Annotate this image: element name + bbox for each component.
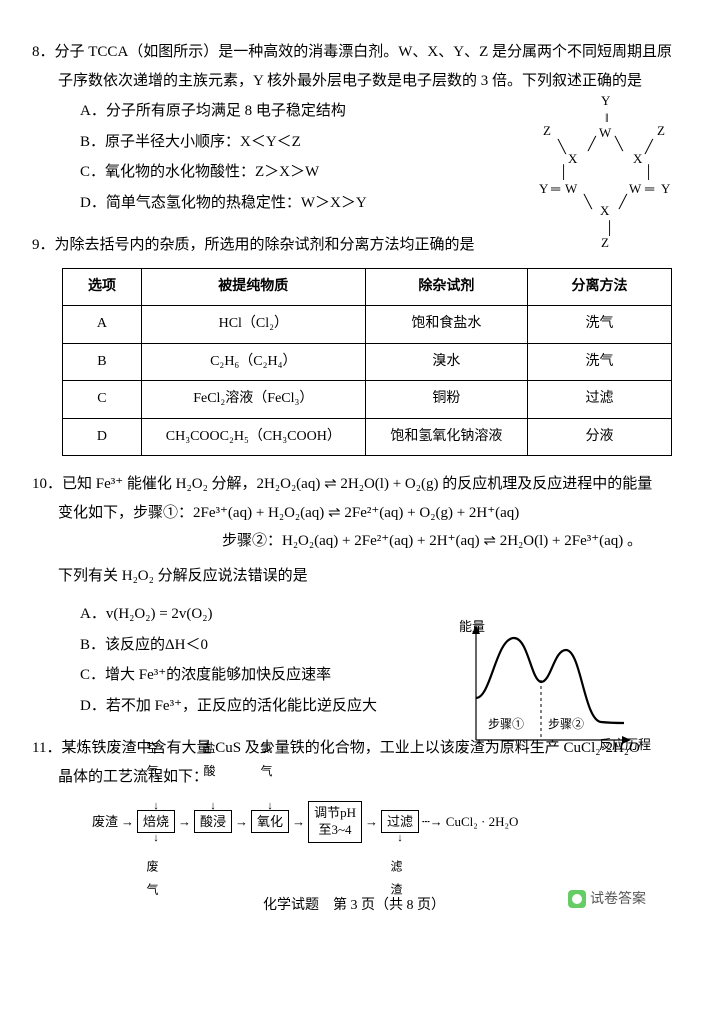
arrow-icon: → bbox=[118, 810, 137, 835]
atom-y-l: Y bbox=[539, 177, 548, 202]
chart-step2-label: 步骤② bbox=[548, 713, 584, 736]
flow-box: 调节pH 至3~4 bbox=[308, 801, 362, 843]
question-10: 10．已知 Fe³⁺ 能催化 H₂O₂ 分解，2H₂O₂(aq) ⇌ 2H₂O(… bbox=[32, 470, 676, 720]
atom-w-l: W bbox=[565, 177, 577, 202]
atom-w-r: W bbox=[629, 177, 641, 202]
q8-stem-2: 子序数依次递增的主族元素，Y 核外最外层电子数是电子层数的 3 倍。下列叙述正确… bbox=[32, 67, 676, 96]
q10-stem-3: 步骤②：H₂O₂(aq) + 2Fe²⁺(aq) + 2H⁺(aq) ⇌ 2H₂… bbox=[32, 527, 676, 556]
flow-top-label: 空气 bbox=[147, 737, 166, 783]
tcca-molecule-diagram: Y ‖ Z W Z ╲ ╱ X X ╱ ╲ │ │ Y ═ W W ═ Y ╲ … bbox=[543, 95, 673, 255]
atom-z-tl: Z bbox=[543, 119, 551, 144]
atom-z-b: Z bbox=[601, 231, 609, 256]
atom-x-l: X bbox=[568, 147, 577, 172]
table-row: DCH₃COOC₂H₅（CH₃COOH）饱和氢氧化钠溶液分液 bbox=[63, 418, 672, 456]
atom-x-r: X bbox=[633, 147, 642, 172]
table-row: AHCl（Cl₂）饱和食盐水洗气 bbox=[63, 306, 672, 344]
process-flow: 废渣 → 空气 焙烧 废气 ↓ ↓ → 盐酸 酸浸 ↓ → 氯气 氧化 ↓ → … bbox=[92, 801, 676, 843]
table-head-row: 选项 被提纯物质 除杂试剂 分离方法 bbox=[63, 268, 672, 306]
arrow-icon: → bbox=[289, 810, 308, 835]
table-row: CFeCl₂溶液（FeCl₃）铜粉过滤 bbox=[63, 381, 672, 419]
q10-stem-2: 变化如下，步骤①：2Fe³⁺(aq) + H₂O₂(aq) ⇌ 2Fe²⁺(aq… bbox=[32, 499, 676, 528]
q10-substem: 下列有关 H₂O₂ 分解反应说法错误的是 bbox=[32, 562, 676, 591]
energy-chart: 能量 反应历程 步骤① 步骤② bbox=[466, 620, 636, 765]
th: 选项 bbox=[63, 268, 142, 306]
page-footer: 化学试题 第 3 页（共 8 页） 试卷答案 bbox=[32, 893, 676, 920]
atom-w-top: W bbox=[599, 121, 611, 146]
flow-top-label: 盐酸 bbox=[204, 737, 223, 783]
table-row: BC₂H₆（C₂H₄）溴水洗气 bbox=[63, 343, 672, 381]
q9-table: 选项 被提纯物质 除杂试剂 分离方法 AHCl（Cl₂）饱和食盐水洗气 BC₂H… bbox=[62, 268, 672, 457]
flow-output: CuCl₂ · 2H₂O bbox=[446, 810, 519, 835]
chart-xlabel: 反应历程 bbox=[599, 733, 651, 758]
dashed-arrow-icon: ┄→ bbox=[419, 810, 446, 835]
q8-stem: 8．分子 TCCA（如图所示）是一种高效的消毒漂白剂。W、X、Y、Z 是分属两个… bbox=[32, 38, 676, 67]
wechat-icon bbox=[568, 890, 586, 908]
arrow-icon: → bbox=[232, 810, 251, 835]
th: 分离方法 bbox=[528, 268, 672, 306]
question-9: 9．为除去括号内的杂质，所选用的除杂试剂和分离方法均正确的是 选项 被提纯物质 … bbox=[32, 231, 676, 456]
watermark: 试卷答案 bbox=[568, 885, 646, 912]
q10-stem-1: 已知 Fe³⁺ 能催化 H₂O₂ 分解，2H₂O₂(aq) ⇌ 2H₂O(l) … bbox=[62, 476, 652, 492]
watermark-text: 试卷答案 bbox=[590, 885, 646, 912]
q9-stem: 为除去括号内的杂质，所选用的除杂试剂和分离方法均正确的是 bbox=[55, 237, 475, 253]
th: 除杂试剂 bbox=[365, 268, 527, 306]
q11-stem-2: 晶体的工艺流程如下： bbox=[32, 763, 676, 792]
flow-input: 废渣 bbox=[92, 810, 118, 835]
th: 被提纯物质 bbox=[141, 268, 365, 306]
chart-ylabel: 能量 bbox=[459, 615, 485, 640]
footer-text: 化学试题 第 3 页（共 8 页） bbox=[263, 898, 445, 913]
arrow-icon: → bbox=[362, 810, 381, 835]
arrow-icon: → bbox=[175, 810, 194, 835]
atom-y-r: Y bbox=[661, 177, 670, 202]
chart-step1-label: 步骤① bbox=[488, 713, 524, 736]
atom-z-tr: Z bbox=[657, 119, 665, 144]
flow-top-label: 氯气 bbox=[261, 737, 280, 783]
